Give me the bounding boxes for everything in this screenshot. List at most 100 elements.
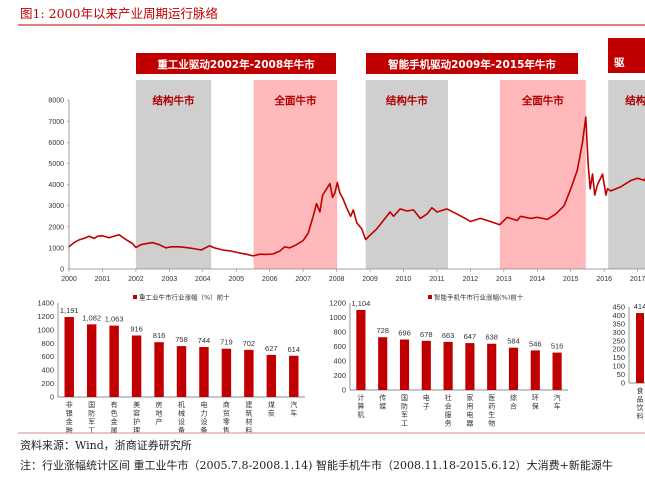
data-label: 728 xyxy=(376,326,389,335)
x-tick-label: 2014 xyxy=(530,276,546,283)
category-label-char: 用 xyxy=(466,403,473,411)
band-gray xyxy=(135,80,212,269)
category-label-char: 金 xyxy=(66,417,73,426)
category-label-char: 产 xyxy=(156,417,163,426)
category-label-char: 车 xyxy=(554,402,561,411)
x-tick-label: 2004 xyxy=(195,276,211,283)
y-tick-label: 0 xyxy=(60,267,64,274)
bar xyxy=(266,354,277,397)
y-tick-label: 1200 xyxy=(37,312,54,321)
bar-chart-smartphone: 0 200 400 600 800 1000 1200 智能手机牛市行业涨幅(%)前十 1,10… xyxy=(329,293,568,428)
category-label-char: 设 xyxy=(200,417,207,426)
category-label-char: 传 xyxy=(379,393,386,402)
category-label-char: 工 xyxy=(88,427,95,435)
legend-label: 重工业牛市行业涨幅（%）前十 xyxy=(139,293,230,302)
y-tick-label: 600 xyxy=(333,342,346,351)
category-label-char: 银 xyxy=(66,409,73,418)
y-tick-label: 3000 xyxy=(48,203,64,210)
y-tick-label: 6000 xyxy=(48,140,64,147)
category-label-char: 属 xyxy=(111,427,118,435)
band-label: 结构牛市 xyxy=(153,94,195,107)
category-label-char: 国 xyxy=(401,394,408,402)
category-label-char: 设 xyxy=(178,417,185,426)
legend-swatch xyxy=(428,295,432,299)
y-tick-label: 1000 xyxy=(48,245,64,252)
x-tick-label: 2008 xyxy=(329,276,345,283)
category-label-char: 车 xyxy=(290,409,297,418)
y-tick-label: 300 xyxy=(612,328,625,337)
bar xyxy=(508,347,519,390)
y-tick-label: 2000 xyxy=(48,224,64,231)
y-tick-label: 0 xyxy=(621,379,625,388)
y-tick-label: 150 xyxy=(612,353,625,362)
x-tick-label: 2003 xyxy=(162,276,178,283)
category-label-char: 容 xyxy=(133,409,140,418)
x-tick-label: 2015 xyxy=(563,276,579,283)
bar-chart-heavy-industry: 0 200 400 600 800 1000 1200 1400 重工业牛市行业涨幅（%）前十 1… xyxy=(37,293,305,435)
bar xyxy=(221,348,232,397)
category-label-char: 保 xyxy=(532,402,539,411)
y-tick-label: 400 xyxy=(41,366,54,375)
x-tick-label: 2005 xyxy=(228,276,244,283)
category-label-char: 生 xyxy=(488,410,495,419)
y-tick-label: 100 xyxy=(612,362,625,371)
note-text: 注：行业涨幅统计区间 重工业牛市（2005.7.8-2008.1.14) 智能手… xyxy=(20,458,613,472)
y-tick-label: 800 xyxy=(333,328,346,337)
band-gray xyxy=(608,80,645,269)
data-label: 584 xyxy=(507,337,520,346)
category-label-char: 食 xyxy=(637,386,644,395)
y-tick-label: 200 xyxy=(333,371,346,380)
header-box xyxy=(366,53,578,74)
y-tick-label: 450 xyxy=(612,303,625,312)
bar xyxy=(199,347,209,397)
data-label: 638 xyxy=(485,333,498,342)
y-tick-label: 7000 xyxy=(48,119,64,126)
bar xyxy=(378,337,388,390)
data-label: 546 xyxy=(529,339,542,348)
data-label: 516 xyxy=(551,342,564,351)
x-tick-label: 2007 xyxy=(295,276,311,283)
data-label: 1,082 xyxy=(82,313,101,322)
bar xyxy=(465,343,475,390)
category-label-char: 建 xyxy=(245,400,252,409)
category-label-char: 贸 xyxy=(223,409,230,418)
data-label: 916 xyxy=(130,324,143,333)
header-label: 重工业驱动2002年-2008年牛市 xyxy=(157,58,315,71)
data-label: 744 xyxy=(198,336,211,345)
category-label-char: 汽 xyxy=(290,400,297,409)
category-label-char: 机 xyxy=(178,400,185,409)
bar xyxy=(530,350,540,390)
header-box xyxy=(136,53,336,74)
category-label-char: 筑 xyxy=(245,409,252,418)
y-tick-label: 50 xyxy=(617,370,625,379)
category-label-char: 合 xyxy=(510,402,517,411)
band-label: 结构牛市 xyxy=(625,94,645,107)
category-label-char: 电 xyxy=(466,410,473,419)
y-tick-label: 1000 xyxy=(329,313,346,322)
category-label-char: 算 xyxy=(357,402,364,411)
category-label-char: 会 xyxy=(445,402,452,411)
category-label-char: 电 xyxy=(200,400,207,409)
category-label-char: 护 xyxy=(133,417,140,426)
category-label-char: 物 xyxy=(488,419,495,428)
x-tick-label: 2002 xyxy=(128,276,144,283)
y-tick-label: 5000 xyxy=(48,161,64,168)
category-label-char: 力 xyxy=(200,409,207,418)
data-label: 702 xyxy=(243,339,256,348)
band-pink xyxy=(499,80,586,269)
category-label-char: 机 xyxy=(357,410,364,419)
category-label-char: 汽 xyxy=(554,393,561,402)
band-gray xyxy=(365,80,448,269)
bar xyxy=(443,341,453,390)
category-label-char: 电 xyxy=(423,393,430,402)
band-pink xyxy=(253,80,338,269)
data-label: 647 xyxy=(464,332,477,341)
bar xyxy=(244,349,254,397)
bar xyxy=(487,343,497,390)
data-label: 758 xyxy=(175,335,188,344)
category-label-char: 有 xyxy=(111,400,118,409)
category-label-char: 综 xyxy=(510,393,517,402)
x-tick-label: 2009 xyxy=(362,276,378,283)
data-label: 1,191 xyxy=(60,306,79,315)
category-label-char: 售 xyxy=(223,426,230,435)
